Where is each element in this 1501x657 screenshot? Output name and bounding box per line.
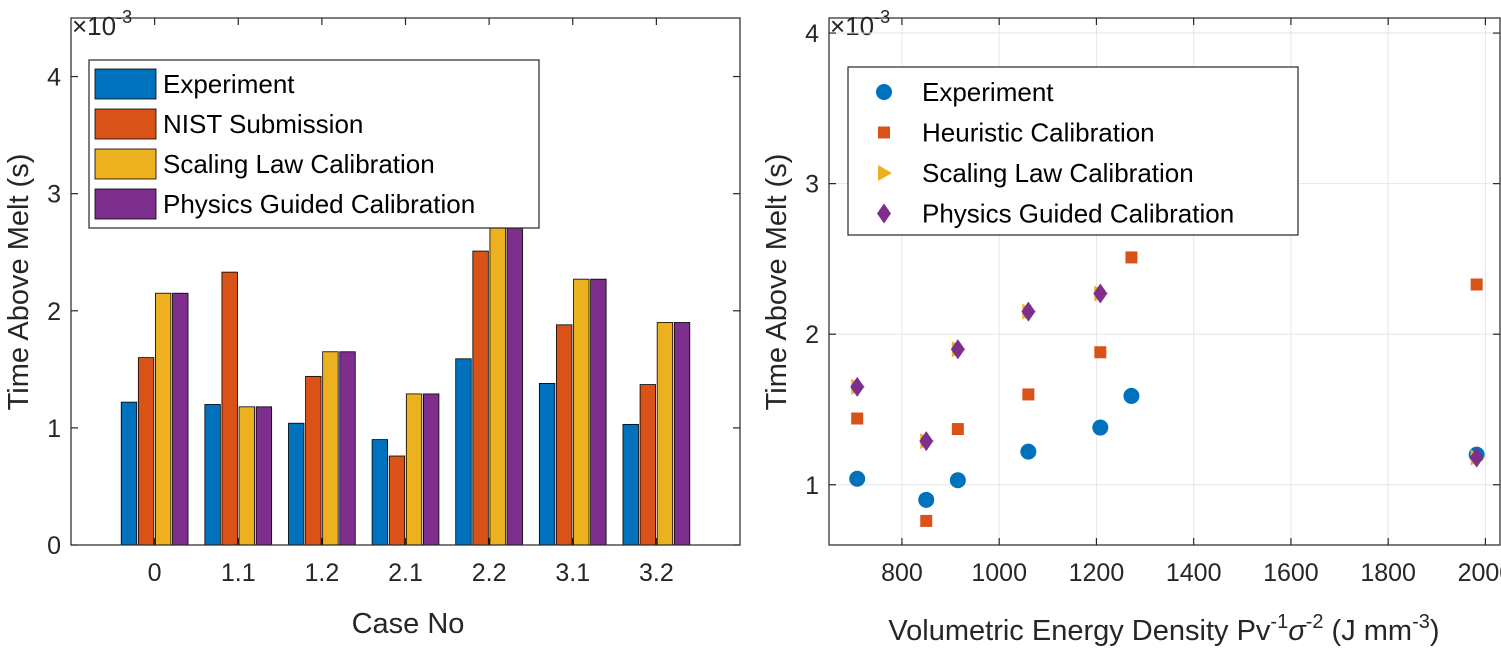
bar-nist-submission-3-2 [639,384,656,546]
point-experiment [1123,387,1140,404]
point-heuristic-calibration [851,412,864,425]
bar-scaling-law-calibration-1-1 [238,406,255,546]
right-y-exponent: ×10-3 [830,7,890,41]
point-experiment [949,472,966,489]
legend-label-physics-guided-calibration: Physics Guided Calibration [163,189,475,219]
bar-experiment-1-2 [288,422,305,546]
legend-label-scaling-law-calibration: Scaling Law Calibration [922,158,1194,188]
left-x-tick-label: 3.2 [639,559,674,587]
legend-marker-experiment [876,84,892,100]
right-axes-box [828,17,1501,546]
right-x-tick-label: 1800 [1360,559,1416,587]
legend-label-experiment: Experiment [163,69,295,99]
point-experiment [849,470,866,487]
bar-physics-guided-calibration-1-1 [255,406,273,546]
right-x-tick-label: 1400 [1166,559,1222,587]
bar-chart-panel: ×10-3 0 1 2 3 4 0 1.1 1.2 2.1 2.2 3.1 3.2 Case No T… [3,7,741,640]
point-physics-guided-calibration [1021,301,1036,322]
right-x-axis-label: Volumetric Energy Density Pv-1σ-2 (J mm-… [888,611,1439,647]
left-y-tick-label: 1 [47,415,61,443]
bar-experiment-2-2 [455,358,472,546]
right-x-tick-label: 2000 [1458,559,1501,587]
right-x-tick-label: 1000 [971,559,1027,587]
point-physics-guided-calibration [1469,447,1484,468]
point-physics-guided-calibration [850,376,865,397]
legend-label-physics-guided-calibration: Physics Guided Calibration [922,199,1234,229]
bar-experiment-2-1 [371,439,389,546]
bar-physics-guided-calibration-3-2 [673,322,691,546]
point-heuristic-calibration [1125,251,1138,264]
point-heuristic-calibration [1094,346,1107,359]
point-physics-guided-calibration [919,431,934,452]
bar-experiment-3-1 [538,382,556,546]
legend-swatch-physics-guided-calibration [94,188,157,220]
right-y-axis-label: Time Above Melt (s) [761,154,793,411]
legend-swatch-nist-submission [94,108,157,140]
right-y-tick-label: 4 [805,20,819,48]
bar-nist-submission-2-2 [472,250,489,546]
bar-experiment-0 [120,401,138,546]
bar-physics-guided-calibration-2-1 [422,393,440,546]
bar-nist-submission-0 [137,357,155,546]
point-physics-guided-calibration [1093,283,1108,304]
left-x-tick-label: 3.1 [555,559,590,587]
left-x-tick-label: 0 [148,559,162,587]
right-y-tick-label: 3 [805,171,819,199]
point-physics-guided-calibration [950,339,965,360]
point-heuristic-calibration [951,423,964,436]
point-heuristic-calibration [920,514,933,527]
left-y-tick-label: 0 [47,532,61,560]
legend-label-scaling-law-calibration: Scaling Law Calibration [163,149,435,179]
point-experiment [1020,443,1037,460]
bar-scaling-law-calibration-3-1 [573,278,590,546]
bar-physics-guided-calibration-3-1 [590,278,607,546]
bar-scaling-law-calibration-3-2 [656,322,674,546]
point-experiment [1092,419,1109,436]
left-y-tick-label: 3 [47,181,61,209]
bar-scaling-law-calibration-0 [155,292,172,546]
bar-physics-guided-calibration-2-2 [506,214,523,546]
left-legend: Experiment NIST Submission Scaling Law Cal… [88,59,540,229]
left-x-tick-label: 1.2 [304,559,339,587]
legend-marker-heuristic-calibration [878,126,890,139]
legend-swatch-scaling-law-calibration [94,148,157,180]
left-x-tick-label: 1.1 [221,559,256,587]
left-y-tick-label: 4 [47,64,61,92]
left-x-axis-label: Case No [352,608,465,640]
bar-physics-guided-calibration-1-2 [339,351,356,546]
right-x-tick-label: 1600 [1263,559,1319,587]
point-experiment [918,491,935,508]
left-y-exponent: ×10-3 [72,7,132,41]
right-legend: Experiment Heuristic Calibration Scaling L… [847,66,1299,236]
bar-nist-submission-3-1 [556,324,573,546]
left-x-tick-label: 2.1 [388,559,423,587]
right-x-tick-label: 800 [881,559,923,587]
right-y-tick-label: 2 [805,321,819,349]
bar-experiment-1-1 [204,404,221,546]
point-heuristic-calibration [1022,388,1035,401]
left-y-tick-label: 2 [47,298,61,326]
left-y-axis-label: Time Above Melt (s) [3,154,35,411]
bar-nist-submission-2-1 [388,455,406,546]
scatter-chart-panel: ×10-3 800 1000 1200 1400 1600 1800 2000 1 2 3 4 Vo… [761,7,1501,647]
bar-scaling-law-calibration-1-2 [322,351,339,546]
legend-swatch-experiment [94,68,157,100]
legend-label-experiment: Experiment [922,77,1054,107]
bar-scaling-law-calibration-2-2 [489,214,506,546]
bar-physics-guided-calibration-0 [172,292,189,546]
legend-marker-scaling-law-calibration [878,165,892,181]
legend-marker-physics-guided-calibration [877,203,891,224]
legend-label-nist-submission: NIST Submission [163,109,363,139]
bar-experiment-3-2 [622,423,639,546]
legend-label-heuristic-calibration: Heuristic Calibration [922,118,1155,148]
left-x-tick-label: 2.2 [472,559,507,587]
bar-scaling-law-calibration-2-1 [405,393,423,546]
point-heuristic-calibration [1470,278,1483,291]
right-x-tick-label: 1200 [1069,559,1125,587]
bar-nist-submission-1-2 [305,375,322,546]
right-y-tick-label: 1 [805,472,819,500]
bar-nist-submission-1-1 [221,271,238,546]
